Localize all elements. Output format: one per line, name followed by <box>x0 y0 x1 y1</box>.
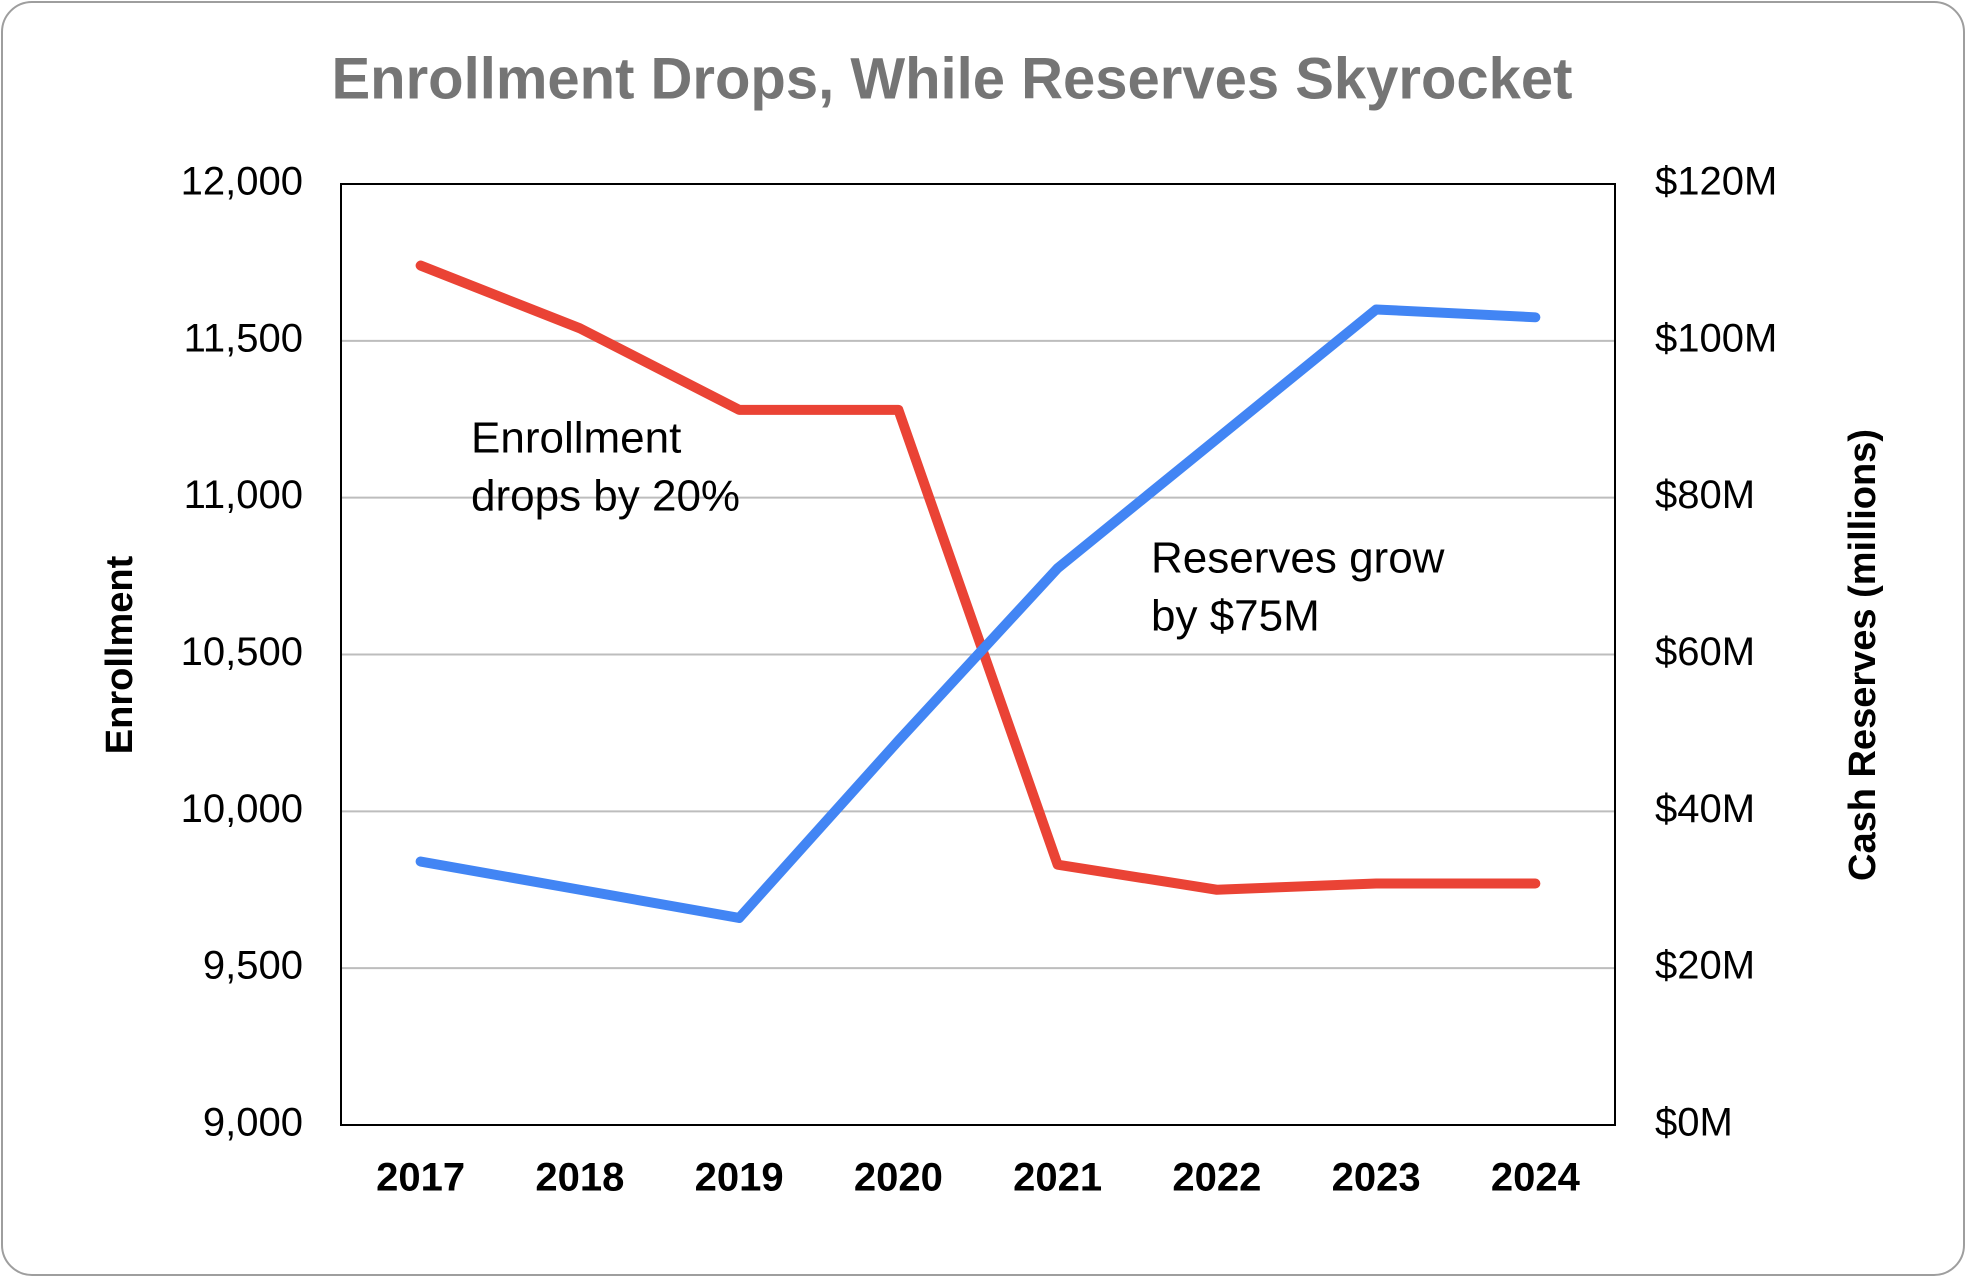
x-tick-label: 2019 <box>695 1156 784 1200</box>
series-line <box>415 304 1541 923</box>
x-tick-label: 2022 <box>1172 1156 1261 1200</box>
x-tick-label: 2018 <box>535 1156 624 1200</box>
x-tick-label: 2024 <box>1491 1156 1581 1200</box>
chart-title: Enrollment Drops, While Reserves Skyrock… <box>332 46 1573 111</box>
y-tick-label: 10,500 <box>181 630 303 674</box>
x-tick-label: 2021 <box>1013 1156 1102 1200</box>
y2-tick-label: $120M <box>1655 160 1777 204</box>
annotation: Enrollment <box>471 414 681 463</box>
y-tick-label: 11,000 <box>184 473 303 517</box>
annotation: drops by 20% <box>471 472 740 521</box>
x-tick-label: 2020 <box>854 1156 943 1200</box>
y-tick-label: 9,000 <box>203 1101 303 1145</box>
annotation: Reserves grow <box>1151 534 1445 583</box>
y-axis-title: Enrollment <box>99 555 141 754</box>
y2-axis-title: Cash Reserves (millions) <box>1842 429 1884 881</box>
y2-tick-label: $0M <box>1655 1101 1733 1145</box>
plot-frame <box>340 183 1616 1126</box>
series-line <box>415 260 1541 895</box>
x-tick-label: 2017 <box>376 1156 465 1200</box>
x-tick-label: 2023 <box>1332 1156 1421 1200</box>
y2-tick-label: $80M <box>1655 473 1755 517</box>
y2-tick-label: $60M <box>1655 630 1755 674</box>
annotation: by $75M <box>1151 592 1320 641</box>
y-tick-label: 12,000 <box>181 160 303 204</box>
y2-tick-label: $100M <box>1655 316 1777 360</box>
y-tick-label: 11,500 <box>184 316 303 360</box>
y2-tick-label: $20M <box>1655 944 1755 988</box>
y-tick-label: 9,500 <box>203 944 303 988</box>
y2-tick-label: $40M <box>1655 787 1755 831</box>
y-tick-label: 10,000 <box>181 787 303 831</box>
